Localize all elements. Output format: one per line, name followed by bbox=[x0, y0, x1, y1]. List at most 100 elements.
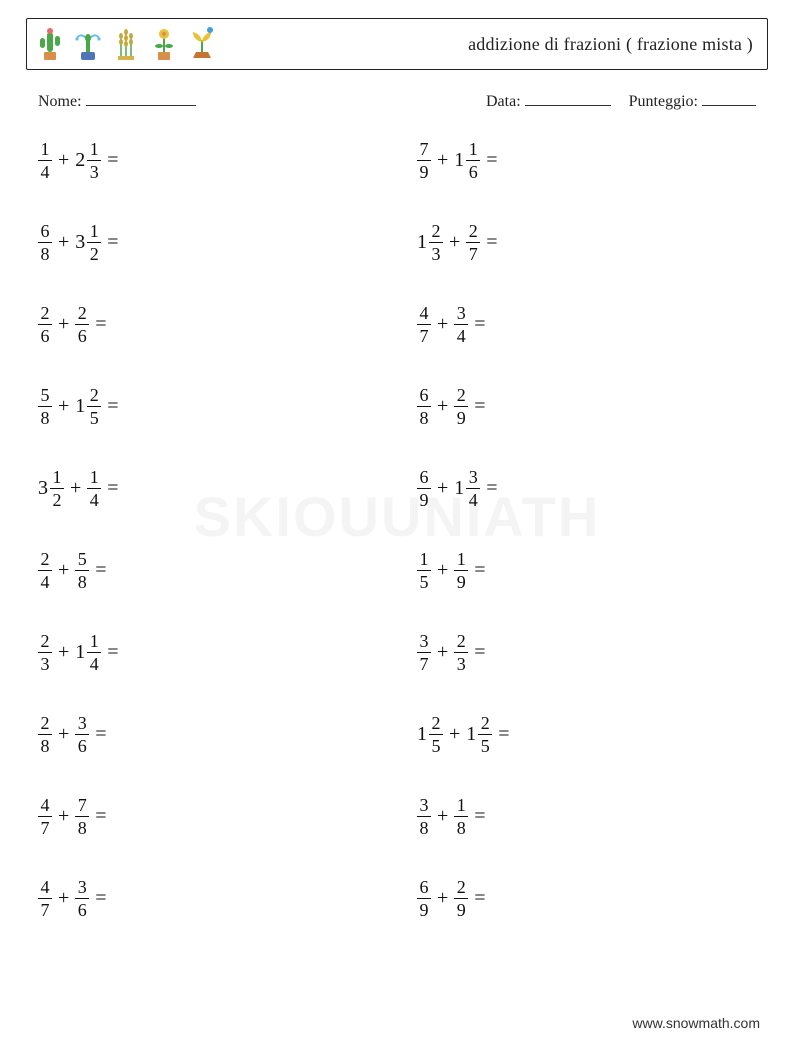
fraction-denominator: 8 bbox=[455, 819, 468, 837]
fraction-denominator: 7 bbox=[467, 245, 480, 263]
fraction-denominator: 4 bbox=[39, 163, 52, 181]
name-blank[interactable] bbox=[86, 92, 196, 106]
equals-sign: = bbox=[89, 313, 106, 336]
problem: 69+134 = bbox=[417, 465, 756, 511]
mixed-whole: 1 bbox=[466, 723, 478, 746]
fraction-denominator: 4 bbox=[88, 655, 101, 673]
mixed-whole: 1 bbox=[454, 477, 466, 500]
fraction-denominator: 9 bbox=[418, 163, 431, 181]
fraction-denominator: 3 bbox=[39, 655, 52, 673]
fraction: 58 bbox=[38, 386, 52, 427]
fraction-numerator: 3 bbox=[455, 304, 468, 322]
fraction-numerator: 5 bbox=[39, 386, 52, 404]
fraction-denominator: 7 bbox=[418, 327, 431, 345]
problem: 38+18 = bbox=[417, 793, 756, 839]
fraction-numerator: 1 bbox=[88, 468, 101, 486]
fraction: 68 bbox=[38, 222, 52, 263]
footer-link[interactable]: www.snowmath.com bbox=[632, 1015, 760, 1031]
operator-plus: + bbox=[52, 641, 75, 664]
fraction-numerator: 7 bbox=[76, 796, 89, 814]
fraction-bar bbox=[454, 898, 468, 899]
operator-plus: + bbox=[431, 395, 454, 418]
problem: 28+36 = bbox=[38, 711, 377, 757]
problem: 47+36 = bbox=[38, 875, 377, 921]
operator-plus: + bbox=[431, 805, 454, 828]
fraction: 24 bbox=[38, 550, 52, 591]
fraction: 23 bbox=[454, 632, 468, 673]
fraction: 14 bbox=[87, 468, 101, 509]
fraction: 16 bbox=[466, 140, 480, 181]
fraction: 47 bbox=[417, 304, 431, 345]
fraction-numerator: 4 bbox=[418, 304, 431, 322]
mixed-whole: 1 bbox=[454, 149, 466, 172]
fraction: 34 bbox=[454, 304, 468, 345]
fraction: 69 bbox=[417, 468, 431, 509]
fraction-denominator: 5 bbox=[418, 573, 431, 591]
problem: 15+19 = bbox=[417, 547, 756, 593]
equals-sign: = bbox=[480, 149, 497, 172]
problem: 125+125 = bbox=[417, 711, 756, 757]
fraction: 68 bbox=[417, 386, 431, 427]
fraction-denominator: 9 bbox=[418, 491, 431, 509]
equals-sign: = bbox=[101, 641, 118, 664]
equals-sign: = bbox=[101, 149, 118, 172]
fraction-denominator: 5 bbox=[479, 737, 492, 755]
operator-plus: + bbox=[443, 231, 466, 254]
equals-sign: = bbox=[468, 395, 485, 418]
fraction-denominator: 6 bbox=[467, 163, 480, 181]
mixed-whole: 1 bbox=[75, 641, 87, 664]
equals-sign: = bbox=[492, 723, 509, 746]
fraction-denominator: 3 bbox=[88, 163, 101, 181]
fraction-bar bbox=[478, 734, 492, 735]
operator-plus: + bbox=[52, 805, 75, 828]
fraction-numerator: 3 bbox=[467, 468, 480, 486]
equals-sign: = bbox=[480, 477, 497, 500]
score-blank[interactable] bbox=[702, 92, 756, 106]
fraction-numerator: 3 bbox=[418, 796, 431, 814]
fraction-denominator: 5 bbox=[430, 737, 443, 755]
equals-sign: = bbox=[468, 887, 485, 910]
fraction: 27 bbox=[466, 222, 480, 263]
fraction-numerator: 1 bbox=[88, 222, 101, 240]
fraction-denominator: 8 bbox=[39, 245, 52, 263]
date-blank[interactable] bbox=[525, 92, 611, 106]
fraction-numerator: 2 bbox=[430, 714, 443, 732]
fraction-bar bbox=[38, 570, 52, 571]
problem: 58+125 = bbox=[38, 383, 377, 429]
name-label: Nome: bbox=[38, 93, 82, 111]
equals-sign: = bbox=[89, 723, 106, 746]
fraction: 25 bbox=[87, 386, 101, 427]
fraction-bar bbox=[75, 570, 89, 571]
fraction-bar bbox=[429, 734, 443, 735]
fraction: 36 bbox=[75, 714, 89, 755]
equals-sign: = bbox=[468, 313, 485, 336]
fraction-numerator: 2 bbox=[467, 222, 480, 240]
fraction: 37 bbox=[417, 632, 431, 673]
fraction-numerator: 6 bbox=[418, 468, 431, 486]
fraction: 12 bbox=[87, 222, 101, 263]
fraction-numerator: 7 bbox=[418, 140, 431, 158]
fraction-bar bbox=[38, 406, 52, 407]
fraction: 69 bbox=[417, 878, 431, 919]
fraction-numerator: 2 bbox=[39, 304, 52, 322]
fraction-denominator: 6 bbox=[76, 901, 89, 919]
mixed-whole: 3 bbox=[38, 477, 50, 500]
equals-sign: = bbox=[480, 231, 497, 254]
fraction-numerator: 3 bbox=[76, 878, 89, 896]
operator-plus: + bbox=[52, 231, 75, 254]
mixed-whole: 2 bbox=[75, 149, 87, 172]
operator-plus: + bbox=[431, 149, 454, 172]
mixed-whole: 3 bbox=[75, 231, 87, 254]
fraction-denominator: 4 bbox=[467, 491, 480, 509]
fraction-bar bbox=[417, 570, 431, 571]
fraction-denominator: 8 bbox=[418, 409, 431, 427]
operator-plus: + bbox=[52, 723, 75, 746]
date-field: Data: bbox=[486, 92, 611, 111]
fraction: 47 bbox=[38, 878, 52, 919]
fraction-bar bbox=[429, 242, 443, 243]
problem: 123+27 = bbox=[417, 219, 756, 265]
score-label: Punteggio: bbox=[629, 93, 698, 110]
operator-plus: + bbox=[431, 559, 454, 582]
fraction: 18 bbox=[454, 796, 468, 837]
fraction-numerator: 1 bbox=[455, 550, 468, 568]
